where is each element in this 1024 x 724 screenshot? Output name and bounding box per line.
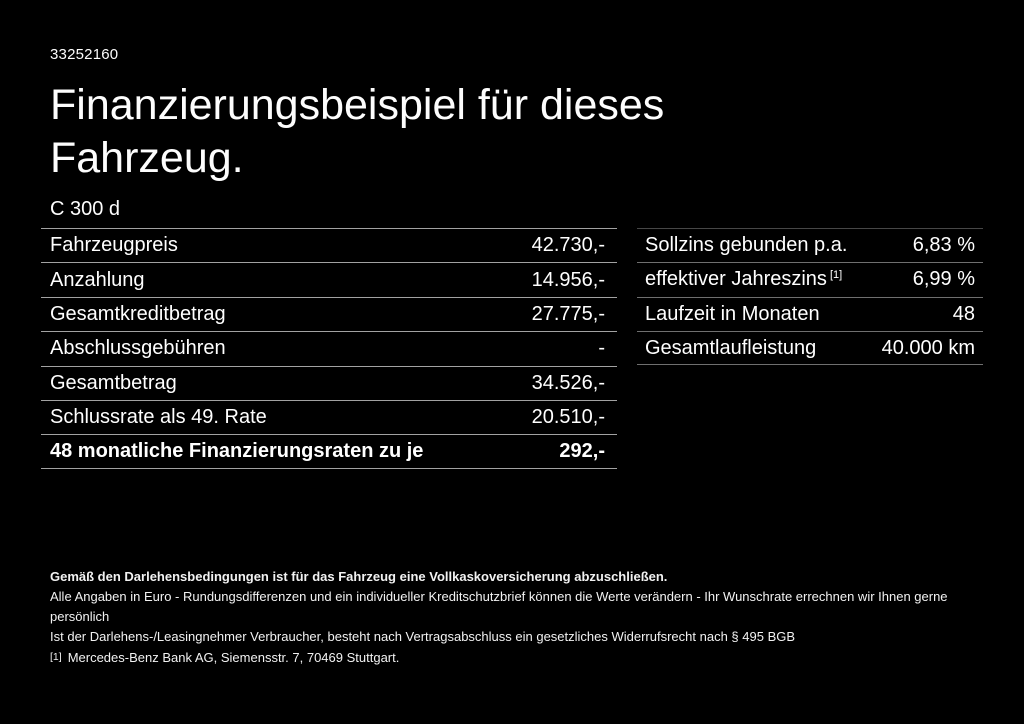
conditions-row-value: 48: [952, 302, 975, 325]
conditions-table: Sollzins gebunden p.a. 6,83 % effektiver…: [637, 228, 983, 366]
conditions-row-laufzeit: Laufzeit in Monaten 48: [637, 296, 983, 331]
page-title-line2: Fahrzeug.: [50, 134, 244, 182]
conditions-row-label-text: effektiver Jahreszins: [645, 268, 827, 291]
finance-row-label: Abschlussgebühren: [50, 337, 226, 360]
finance-row-gesamtkreditbetrag: Gesamtkreditbetrag 27.775,-: [41, 296, 617, 331]
legal-footer: Gemäß den Darlehensbedingungen ist für d…: [50, 567, 985, 668]
finance-row-schlussrate: Schlussrate als 49. Rate 20.510,-: [41, 399, 617, 434]
page-title-line1: Finanzierungsbeispiel für dieses: [50, 81, 665, 129]
withdrawal-note: Ist der Darlehens-/Leasingnehmer Verbrau…: [50, 629, 796, 644]
vehicle-model: C 300 d: [50, 198, 121, 220]
finance-table: Fahrzeugpreis 42.730,- Anzahlung 14.956,…: [41, 228, 617, 469]
conditions-row-value: 40.000 km: [881, 336, 975, 359]
finance-row-value: 42.730,-: [531, 234, 605, 257]
finance-row-label: Schlussrate als 49. Rate: [50, 406, 267, 429]
finance-row-value: 27.775,-: [531, 302, 605, 325]
finance-row-value: 20.510,-: [531, 406, 605, 429]
conditions-row-label: Sollzins gebunden p.a.: [645, 234, 848, 257]
finance-row-label: Fahrzeugpreis: [50, 234, 178, 257]
footnote-reference: [1]: [829, 269, 843, 282]
conditions-row-label: Gesamtlaufleistung: [645, 336, 817, 359]
finance-row-value: -: [598, 337, 605, 360]
conditions-row-label: effektiver Jahreszins [1]: [645, 268, 842, 291]
finance-row-monatsrate: 48 monatliche Finanzierungsraten zu je 2…: [41, 434, 617, 469]
disclaimer-line: Alle Angaben in Euro - Rundungsdifferenz…: [50, 589, 948, 624]
bank-footnote: [1] Mercedes-Benz Bank AG, Siemensstr. 7,…: [50, 647, 985, 668]
finance-row-label: Gesamtbetrag: [50, 371, 177, 394]
finance-row-value: 14.956,-: [531, 268, 605, 291]
finance-row-value: 292,-: [559, 440, 605, 463]
offer-id: 33252160: [50, 46, 119, 63]
conditions-row-sollzins: Sollzins gebunden p.a. 6,83 %: [637, 228, 983, 262]
conditions-row-effektivzins: effektiver Jahreszins [1] 6,99 %: [637, 262, 983, 296]
insurance-note: Gemäß den Darlehensbedingungen ist für d…: [50, 569, 668, 584]
finance-row-value: 34.526,-: [531, 371, 605, 394]
finance-row-label: Anzahlung: [50, 268, 145, 291]
finance-row-gesamtbetrag: Gesamtbetrag 34.526,-: [41, 365, 617, 400]
page-title: Finanzierungsbeispiel für dieses Fahrzeu…: [50, 79, 664, 185]
conditions-row-label: Laufzeit in Monaten: [645, 302, 820, 325]
finance-row-anzahlung: Anzahlung 14.956,-: [41, 262, 617, 296]
footnote-text: Mercedes-Benz Bank AG, Siemensstr. 7, 70…: [67, 650, 400, 665]
conditions-row-value: 6,99 %: [912, 268, 975, 291]
finance-row-label: 48 monatliche Finanzierungsraten zu je: [50, 440, 424, 463]
conditions-row-gesamtlaufleistung: Gesamtlaufleistung 40.000 km: [637, 330, 983, 366]
footnote-marker: [1]: [50, 651, 62, 663]
finance-row-fahrzeugpreis: Fahrzeugpreis 42.730,-: [41, 228, 617, 262]
conditions-row-value: 6,83 %: [912, 234, 975, 257]
finance-row-abschlussgebuehren: Abschlussgebühren -: [41, 331, 617, 365]
finance-row-label: Gesamtkreditbetrag: [50, 302, 226, 325]
